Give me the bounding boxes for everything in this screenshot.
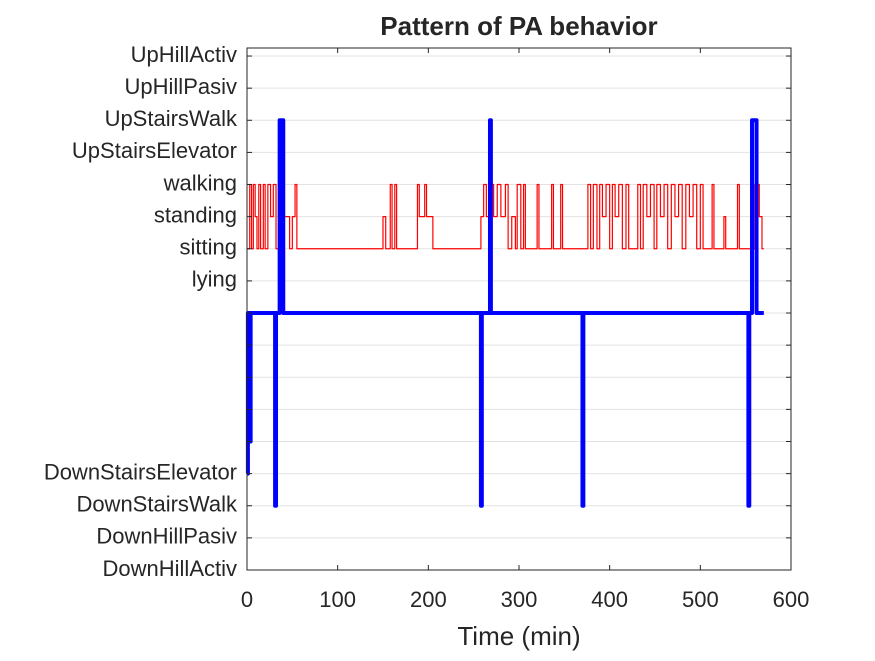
data-line	[245, 118, 764, 508]
y-tick-label: UpHillActiv	[131, 42, 237, 67]
chart-title: Pattern of PA behavior	[380, 11, 657, 41]
y-tick-label: standing	[154, 202, 237, 227]
y-tick-label: DownStairsElevator	[44, 459, 237, 484]
x-tick-label: 400	[591, 587, 628, 612]
plot-area	[247, 48, 791, 570]
x-tick-label: 0	[241, 587, 253, 612]
y-tick-label: DownHillPasiv	[96, 524, 237, 549]
y-tick-label: walking	[163, 170, 237, 195]
y-tick-label: UpHillPasiv	[125, 74, 237, 99]
x-axis-label: Time (min)	[457, 621, 580, 651]
x-tick-label: 200	[410, 587, 447, 612]
data-line	[247, 183, 764, 250]
x-tick-label: 600	[773, 587, 810, 612]
axes-box	[246, 47, 792, 571]
y-tick-label: lying	[192, 267, 237, 292]
x-tick-label: 300	[501, 587, 538, 612]
y-tick-label: DownHillActiv	[103, 556, 237, 581]
y-tick-label: UpStairsWalk	[105, 106, 238, 131]
y-tick-label: sitting	[180, 235, 237, 260]
x-tick-label: 500	[682, 587, 719, 612]
y-tick-label: DownStairsWalk	[76, 492, 238, 517]
y-tick-label: UpStairsElevator	[72, 138, 237, 163]
lines	[245, 118, 764, 508]
axes: UpHillActiv UpHillPasiv UpStairsWalk UpStai…	[44, 42, 810, 612]
x-tick-label: 100	[319, 587, 356, 612]
